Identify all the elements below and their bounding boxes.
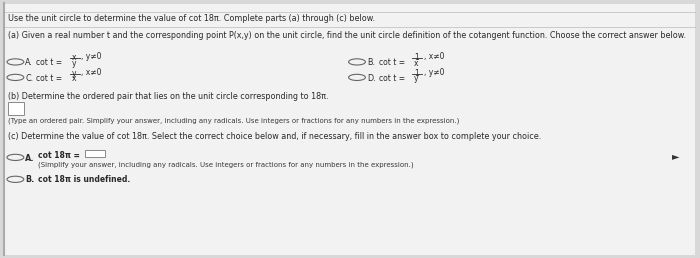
Text: x: x <box>414 59 418 68</box>
Text: y: y <box>71 59 76 68</box>
Text: x: x <box>71 74 76 83</box>
Text: , y≠0: , y≠0 <box>424 68 444 77</box>
Text: cot t =: cot t = <box>379 58 405 67</box>
Text: Use the unit circle to determine the value of cot 18π. Complete parts (a) throug: Use the unit circle to determine the val… <box>8 14 375 23</box>
Text: cot t =: cot t = <box>36 74 62 83</box>
Text: cot t =: cot t = <box>379 74 405 83</box>
Text: (c) Determine the value of cot 18π. Select the correct choice below and, if nece: (c) Determine the value of cot 18π. Sele… <box>8 132 542 141</box>
Text: A.: A. <box>25 154 35 163</box>
Text: B.: B. <box>368 58 375 67</box>
Text: , x≠0: , x≠0 <box>81 68 102 77</box>
Text: ►: ► <box>672 151 680 161</box>
Text: , x≠0: , x≠0 <box>424 52 444 61</box>
Text: y: y <box>414 74 418 83</box>
Text: 1: 1 <box>414 69 419 78</box>
Text: (Simplify your answer, including any radicals. Use integers or fractions for any: (Simplify your answer, including any rad… <box>38 161 414 168</box>
Text: (a) Given a real number t and the corresponding point P(x,y) on the unit circle,: (a) Given a real number t and the corres… <box>8 31 687 40</box>
Text: C.: C. <box>25 74 34 83</box>
Text: (b) Determine the ordered pair that lies on the unit circle corresponding to 18π: (b) Determine the ordered pair that lies… <box>8 92 329 101</box>
Text: , y≠0: , y≠0 <box>81 52 102 61</box>
FancyBboxPatch shape <box>4 4 695 255</box>
Text: cot t =: cot t = <box>36 58 62 67</box>
Text: x: x <box>71 53 76 62</box>
FancyBboxPatch shape <box>8 102 24 115</box>
Text: A.: A. <box>25 58 33 67</box>
Text: (Type an ordered pair. Simplify your answer, including any radicals. Use integer: (Type an ordered pair. Simplify your ans… <box>8 117 460 124</box>
Text: D.: D. <box>368 74 376 83</box>
Text: cot 18π =: cot 18π = <box>38 151 80 160</box>
Text: y: y <box>71 69 76 78</box>
Text: 1: 1 <box>414 53 419 62</box>
Text: B.: B. <box>25 175 34 184</box>
FancyBboxPatch shape <box>85 150 105 157</box>
Text: cot 18π is undefined.: cot 18π is undefined. <box>38 175 131 184</box>
